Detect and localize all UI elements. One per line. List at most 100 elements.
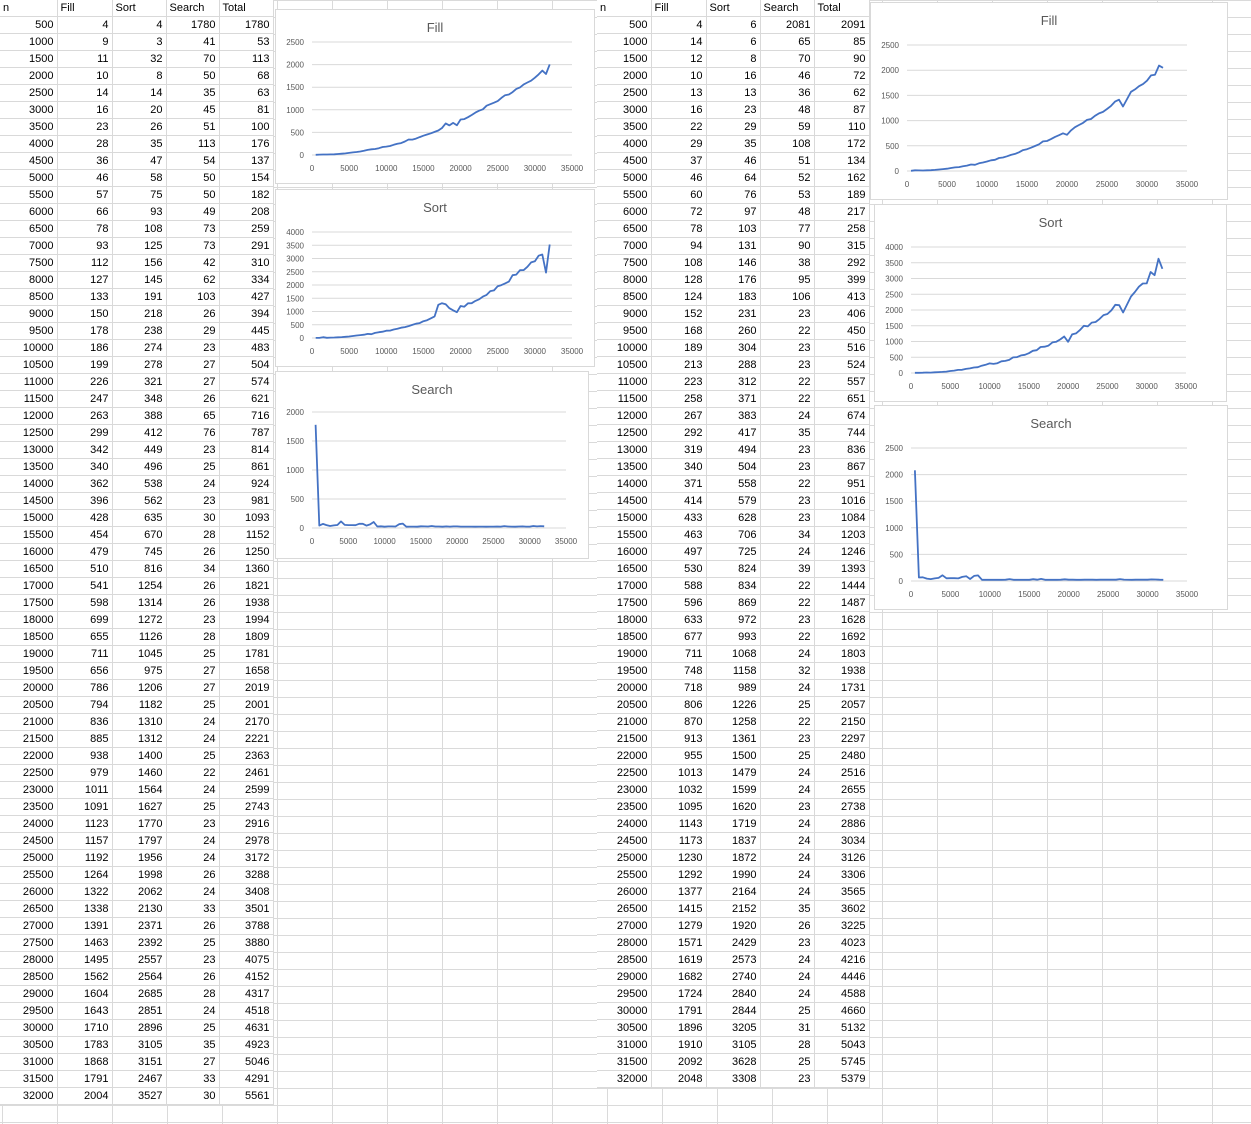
cell-sort[interactable]: 1361 <box>706 730 761 748</box>
cell-sort[interactable]: 628 <box>706 509 761 527</box>
cell-sort[interactable]: 1068 <box>706 645 761 663</box>
cell-sort[interactable]: 1126 <box>112 628 167 646</box>
cell-total[interactable]: 292 <box>814 254 870 272</box>
cell-n[interactable]: 12000 <box>597 407 652 425</box>
cell-total[interactable]: 3565 <box>814 883 870 901</box>
cell-n[interactable]: 28500 <box>597 951 652 969</box>
cell-total[interactable]: 110 <box>814 118 870 136</box>
cell-sort[interactable]: 496 <box>112 458 167 476</box>
cell-n[interactable]: 9500 <box>0 322 58 340</box>
cell-sort[interactable]: 1719 <box>706 815 761 833</box>
cell-total[interactable]: 90 <box>814 50 870 68</box>
cell-total[interactable]: 4075 <box>219 951 274 969</box>
cell-n[interactable]: 6000 <box>0 203 58 221</box>
header-cell-sort[interactable]: Sort <box>112 0 167 17</box>
cell-fill[interactable]: 78 <box>57 220 113 238</box>
cell-total[interactable]: 1692 <box>814 628 870 646</box>
cell-search[interactable]: 27 <box>166 1053 220 1071</box>
cell-search[interactable]: 33 <box>166 1070 220 1088</box>
cell-total[interactable]: 2886 <box>814 815 870 833</box>
header-cell-fill[interactable]: Fill <box>651 0 707 17</box>
cell-search[interactable]: 23 <box>760 441 815 459</box>
cell-fill[interactable]: 463 <box>651 526 707 544</box>
cell-search[interactable]: 30 <box>166 509 220 527</box>
cell-n[interactable]: 5000 <box>0 169 58 187</box>
cell-total[interactable]: 516 <box>814 339 870 357</box>
cell-fill[interactable]: 1011 <box>57 781 113 799</box>
cell-search[interactable]: 28 <box>166 628 220 646</box>
cell-search[interactable]: 52 <box>760 169 815 187</box>
cell-fill[interactable]: 1292 <box>651 866 707 884</box>
cell-n[interactable]: 15500 <box>0 526 58 544</box>
cell-n[interactable]: 8000 <box>597 271 652 289</box>
cell-search[interactable]: 26 <box>166 594 220 612</box>
cell-search[interactable]: 65 <box>760 33 815 51</box>
cell-n[interactable]: 4500 <box>0 152 58 170</box>
cell-sort[interactable]: 32 <box>112 50 167 68</box>
cell-sort[interactable]: 274 <box>112 339 167 357</box>
cell-search[interactable]: 25 <box>760 696 815 714</box>
cell-n[interactable]: 31500 <box>597 1053 652 1071</box>
cell-search[interactable]: 24 <box>166 1002 220 1020</box>
cell-n[interactable]: 23000 <box>597 781 652 799</box>
cell-fill[interactable]: 1495 <box>57 951 113 969</box>
cell-total[interactable]: 1781 <box>219 645 274 663</box>
cell-search[interactable]: 24 <box>166 730 220 748</box>
cell-sort[interactable]: 64 <box>706 169 761 187</box>
cell-sort[interactable]: 1314 <box>112 594 167 612</box>
cell-n[interactable]: 30000 <box>597 1002 652 1020</box>
cell-total[interactable]: 2001 <box>219 696 274 714</box>
cell-search[interactable]: 26 <box>166 917 220 935</box>
cell-n[interactable]: 13500 <box>0 458 58 476</box>
cell-sort[interactable]: 1310 <box>112 713 167 731</box>
cell-search[interactable]: 25 <box>166 458 220 476</box>
cell-n[interactable]: 31500 <box>0 1070 58 1088</box>
cell-total[interactable]: 5561 <box>219 1087 274 1105</box>
cell-total[interactable]: 1938 <box>219 594 274 612</box>
cell-sort[interactable]: 383 <box>706 407 761 425</box>
cell-sort[interactable]: 6 <box>706 16 761 34</box>
cell-n[interactable]: 18000 <box>597 611 652 629</box>
cell-n[interactable]: 5500 <box>0 186 58 204</box>
cell-total[interactable]: 744 <box>814 424 870 442</box>
cell-total[interactable]: 1360 <box>219 560 274 578</box>
cell-n[interactable]: 6500 <box>0 220 58 238</box>
cell-n[interactable]: 20000 <box>0 679 58 697</box>
cell-search[interactable]: 22 <box>166 764 220 782</box>
cell-n[interactable]: 4500 <box>597 152 652 170</box>
cell-n[interactable]: 17500 <box>597 594 652 612</box>
cell-sort[interactable]: 2152 <box>706 900 761 918</box>
cell-fill[interactable]: 22 <box>651 118 707 136</box>
cell-total[interactable]: 5132 <box>814 1019 870 1037</box>
cell-search[interactable]: 25 <box>166 645 220 663</box>
cell-total[interactable]: 399 <box>814 271 870 289</box>
cell-total[interactable]: 4023 <box>814 934 870 952</box>
cell-n[interactable]: 20000 <box>597 679 652 697</box>
cell-sort[interactable]: 1500 <box>706 747 761 765</box>
cell-sort[interactable]: 93 <box>112 203 167 221</box>
cell-fill[interactable]: 362 <box>57 475 113 493</box>
cell-fill[interactable]: 1032 <box>651 781 707 799</box>
cell-sort[interactable]: 504 <box>706 458 761 476</box>
cell-fill[interactable]: 2004 <box>57 1087 113 1105</box>
cell-n[interactable]: 9500 <box>597 322 652 340</box>
cell-n[interactable]: 25500 <box>0 866 58 884</box>
cell-search[interactable]: 23 <box>760 730 815 748</box>
cell-total[interactable]: 1246 <box>814 543 870 561</box>
cell-fill[interactable]: 247 <box>57 390 113 408</box>
cell-sort[interactable]: 1254 <box>112 577 167 595</box>
cell-sort[interactable]: 348 <box>112 390 167 408</box>
cell-sort[interactable]: 97 <box>706 203 761 221</box>
cell-total[interactable]: 2978 <box>219 832 274 850</box>
cell-n[interactable]: 27000 <box>597 917 652 935</box>
cell-total[interactable]: 483 <box>219 339 274 357</box>
cell-fill[interactable]: 78 <box>651 220 707 238</box>
cell-search[interactable]: 25 <box>760 1002 815 1020</box>
cell-sort[interactable]: 1258 <box>706 713 761 731</box>
cell-search[interactable]: 106 <box>760 288 815 306</box>
cell-n[interactable]: 31000 <box>597 1036 652 1054</box>
cell-search[interactable]: 22 <box>760 475 815 493</box>
cell-fill[interactable]: 979 <box>57 764 113 782</box>
cell-total[interactable]: 2019 <box>219 679 274 697</box>
cell-n[interactable]: 24000 <box>597 815 652 833</box>
